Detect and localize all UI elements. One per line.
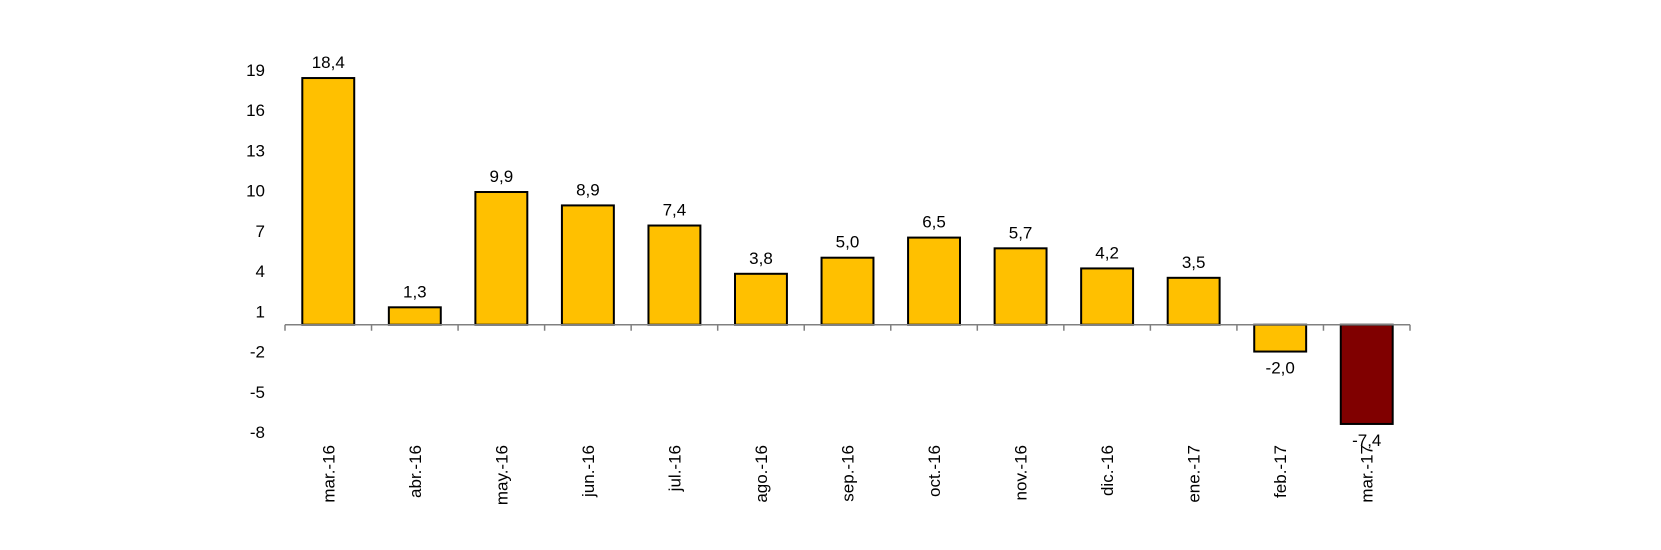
bar	[907, 236, 961, 326]
data-label: 6,5	[922, 213, 946, 232]
category-labels: mar.-16 abr.-16 may.-16 jun.-16 jul.-16 ago.-…	[319, 445, 1376, 505]
data-label: 3,5	[1182, 253, 1206, 272]
category-label: mar.-16	[319, 445, 338, 503]
y-tick-label: -2	[250, 343, 265, 362]
bar	[1166, 276, 1221, 326]
data-label: -7,4	[1352, 431, 1381, 450]
y-tick-label: 16	[246, 101, 265, 120]
bar	[474, 191, 529, 326]
category-label: ene.-17	[1185, 445, 1204, 503]
data-labels: 18,4 1,3 9,9 8,9 7,4 3,8 5,0 6,5 5,7 4,2 3,5 -2,0 -7…	[312, 53, 1382, 450]
bar	[734, 272, 788, 326]
y-tick-label: 4	[256, 262, 265, 281]
bar	[993, 247, 1048, 326]
bar	[647, 224, 702, 326]
data-label: 3,8	[749, 249, 773, 268]
category-label: ago.-16	[752, 445, 771, 503]
data-label: 9,9	[490, 167, 514, 186]
data-label: 18,4	[312, 53, 345, 72]
bar	[820, 256, 875, 326]
category-label: mar.-17	[1358, 445, 1377, 503]
y-tick-label: 13	[246, 141, 265, 160]
category-label: jun.-16	[579, 445, 598, 498]
bar	[1080, 267, 1135, 326]
data-label: 1,3	[403, 282, 427, 301]
data-label: -2,0	[1266, 359, 1295, 378]
category-label: dic.-16	[1098, 445, 1117, 496]
y-tick-label: -5	[250, 383, 265, 402]
y-tick-label: 10	[246, 182, 265, 201]
category-label: nov.-16	[1012, 445, 1031, 500]
data-label: 8,9	[576, 180, 600, 199]
bars	[301, 77, 1394, 425]
category-label: may.-16	[492, 445, 511, 505]
category-label: jul.-16	[665, 445, 684, 492]
y-axis-ticks: -8 -5 -2 1 4 7 10 13 16 19	[246, 61, 265, 442]
category-label: oct.-16	[925, 445, 944, 497]
category-label: sep.-16	[839, 445, 858, 502]
y-tick-label: 7	[256, 222, 265, 241]
bar	[301, 77, 356, 326]
data-label: 5,7	[1009, 223, 1033, 242]
x-axis-ticks	[284, 324, 1411, 331]
category-label: feb.-17	[1271, 445, 1290, 498]
y-tick-label: 19	[246, 61, 265, 80]
category-label: abr.-16	[406, 445, 425, 498]
data-label: 7,4	[663, 201, 687, 220]
data-label: 4,2	[1095, 243, 1119, 262]
bar	[1339, 323, 1394, 425]
data-label: 5,0	[836, 233, 860, 252]
y-tick-label: -8	[250, 423, 265, 442]
bar	[560, 204, 615, 326]
bar	[387, 306, 442, 326]
y-tick-label: 1	[256, 302, 265, 321]
bar	[1253, 323, 1308, 353]
